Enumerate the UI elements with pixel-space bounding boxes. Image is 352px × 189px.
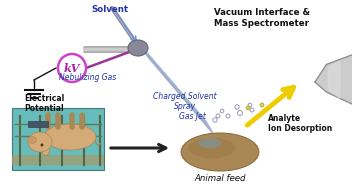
Text: Solvent: Solvent: [92, 5, 128, 14]
Text: Gas Jet: Gas Jet: [178, 112, 206, 121]
Polygon shape: [315, 54, 352, 105]
Circle shape: [235, 105, 239, 109]
Circle shape: [250, 108, 254, 112]
Ellipse shape: [199, 138, 221, 149]
Bar: [12, 155, 104, 165]
Ellipse shape: [28, 132, 52, 152]
Bar: [28, 121, 48, 127]
Bar: [12, 108, 104, 170]
Circle shape: [213, 118, 217, 122]
Circle shape: [226, 114, 230, 118]
Circle shape: [248, 103, 252, 107]
Polygon shape: [328, 61, 340, 98]
Circle shape: [246, 106, 250, 110]
Text: Animal feed: Animal feed: [194, 174, 246, 183]
Ellipse shape: [181, 133, 259, 171]
Circle shape: [58, 54, 86, 82]
Text: Electrical
Potential: Electrical Potential: [24, 94, 64, 113]
Circle shape: [216, 114, 220, 118]
Text: kV: kV: [64, 63, 80, 74]
Text: Vacuum Interface &
Mass Spectrometer: Vacuum Interface & Mass Spectrometer: [214, 8, 310, 28]
Circle shape: [220, 109, 224, 113]
Ellipse shape: [189, 138, 235, 158]
Ellipse shape: [128, 40, 148, 56]
Ellipse shape: [27, 136, 37, 143]
Text: Charged Solvent
Spray: Charged Solvent Spray: [153, 92, 217, 111]
Text: Nebulizing Gas: Nebulizing Gas: [59, 73, 117, 82]
Ellipse shape: [44, 124, 96, 150]
Circle shape: [238, 111, 243, 115]
Text: Analyte
Ion Desorption: Analyte Ion Desorption: [268, 114, 332, 133]
Circle shape: [40, 143, 44, 146]
Circle shape: [260, 103, 264, 107]
Ellipse shape: [42, 147, 50, 155]
